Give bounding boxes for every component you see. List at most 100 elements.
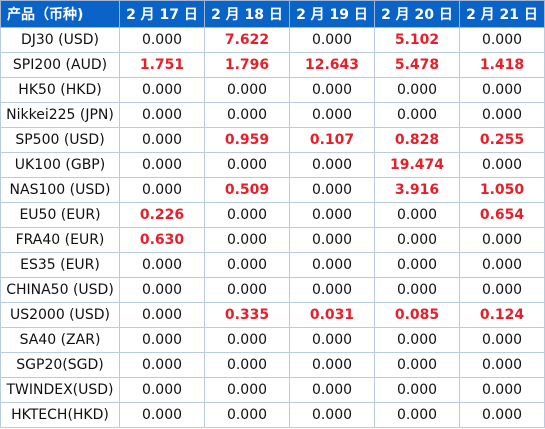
value-cell: 0.000 bbox=[289, 152, 375, 178]
value-cell: 0.000 bbox=[289, 352, 375, 378]
value-cell: 0.000 bbox=[119, 27, 205, 53]
table-row: FRA40 (EUR) 0.630 0.000 0.000 0.000 0.000 bbox=[0, 227, 545, 253]
value-cell: 3.916 bbox=[374, 177, 460, 203]
header-product: 产品（币种) bbox=[0, 0, 120, 28]
value-cell: 0.000 bbox=[119, 327, 205, 353]
product-name: SGP20(SGD) bbox=[0, 352, 120, 378]
value-cell: 0.000 bbox=[289, 377, 375, 403]
value-cell: 0.000 bbox=[459, 402, 545, 428]
table-row: TWINDEX(USD) 0.000 0.000 0.000 0.000 0.000 bbox=[0, 377, 545, 403]
value-cell: 0.000 bbox=[459, 227, 545, 253]
header-date: 2 月 19 日 bbox=[289, 0, 375, 28]
value-cell: 0.335 bbox=[204, 302, 290, 328]
value-cell: 0.000 bbox=[204, 277, 290, 303]
value-cell: 0.000 bbox=[204, 227, 290, 253]
table-row: DJ30 (USD) 0.000 7.622 0.000 5.102 0.000 bbox=[0, 27, 545, 53]
table-row: SPI200 (AUD) 1.751 1.796 12.643 5.478 1.418 bbox=[0, 52, 545, 78]
product-name: NAS100 (USD) bbox=[0, 177, 120, 203]
product-name: US2000 (USD) bbox=[0, 302, 120, 328]
value-cell: 0.124 bbox=[459, 302, 545, 328]
value-cell: 5.478 bbox=[374, 52, 460, 78]
product-name: Nikkei225 (JPN) bbox=[0, 102, 120, 128]
value-cell: 0.654 bbox=[459, 202, 545, 228]
value-cell: 1.050 bbox=[459, 177, 545, 203]
product-name: CHINA50 (USD) bbox=[0, 277, 120, 303]
value-cell: 19.474 bbox=[374, 152, 460, 178]
product-name: FRA40 (EUR) bbox=[0, 227, 120, 253]
value-cell: 7.622 bbox=[204, 27, 290, 53]
value-cell: 0.000 bbox=[459, 102, 545, 128]
value-cell: 1.418 bbox=[459, 52, 545, 78]
table-row: CHINA50 (USD) 0.000 0.000 0.000 0.000 0.000 bbox=[0, 277, 545, 303]
value-cell: 0.000 bbox=[374, 277, 460, 303]
value-cell: 0.000 bbox=[459, 77, 545, 103]
value-cell: 0.000 bbox=[119, 377, 205, 403]
table-row: SGP20(SGD) 0.000 0.000 0.000 0.000 0.000 bbox=[0, 352, 545, 378]
product-name: SP500 (USD) bbox=[0, 127, 120, 153]
value-cell: 0.107 bbox=[289, 127, 375, 153]
value-cell: 0.000 bbox=[374, 202, 460, 228]
product-name: HK50 (HKD) bbox=[0, 77, 120, 103]
value-cell: 0.000 bbox=[119, 127, 205, 153]
value-cell: 0.000 bbox=[374, 402, 460, 428]
product-name: SPI200 (AUD) bbox=[0, 52, 120, 78]
value-cell: 0.000 bbox=[459, 152, 545, 178]
value-cell: 0.000 bbox=[204, 327, 290, 353]
value-cell: 0.959 bbox=[204, 127, 290, 153]
value-cell: 0.000 bbox=[374, 102, 460, 128]
value-cell: 0.828 bbox=[374, 127, 460, 153]
product-name: DJ30 (USD) bbox=[0, 27, 120, 53]
header-date: 2 月 21 日 bbox=[459, 0, 545, 28]
value-cell: 0.000 bbox=[459, 352, 545, 378]
value-cell: 0.000 bbox=[204, 377, 290, 403]
value-cell: 0.000 bbox=[289, 102, 375, 128]
value-cell: 0.000 bbox=[459, 377, 545, 403]
value-cell: 0.000 bbox=[204, 102, 290, 128]
table-row: NAS100 (USD) 0.000 0.509 0.000 3.916 1.050 bbox=[0, 177, 545, 203]
value-cell: 0.000 bbox=[289, 252, 375, 278]
value-cell: 0.000 bbox=[119, 352, 205, 378]
value-cell: 1.751 bbox=[119, 52, 205, 78]
value-cell: 0.000 bbox=[459, 327, 545, 353]
value-cell: 0.000 bbox=[119, 252, 205, 278]
value-cell: 0.000 bbox=[204, 252, 290, 278]
value-cell: 5.102 bbox=[374, 27, 460, 53]
table-row: ES35 (EUR) 0.000 0.000 0.000 0.000 0.000 bbox=[0, 252, 545, 278]
product-name: ES35 (EUR) bbox=[0, 252, 120, 278]
value-cell: 0.000 bbox=[289, 77, 375, 103]
value-cell: 0.000 bbox=[119, 177, 205, 203]
value-cell: 0.000 bbox=[204, 77, 290, 103]
value-cell: 0.000 bbox=[374, 352, 460, 378]
value-cell: 0.000 bbox=[204, 152, 290, 178]
value-cell: 0.000 bbox=[204, 402, 290, 428]
value-cell: 0.085 bbox=[374, 302, 460, 328]
table-row: HK50 (HKD) 0.000 0.000 0.000 0.000 0.000 bbox=[0, 77, 545, 103]
value-cell: 0.000 bbox=[374, 227, 460, 253]
table-row: Nikkei225 (JPN) 0.000 0.000 0.000 0.000 0.000 bbox=[0, 102, 545, 128]
value-cell: 0.000 bbox=[459, 252, 545, 278]
value-cell: 0.000 bbox=[374, 327, 460, 353]
value-cell: 0.226 bbox=[119, 202, 205, 228]
value-cell: 0.000 bbox=[119, 102, 205, 128]
table-row: UK100 (GBP) 0.000 0.000 0.000 19.474 0.000 bbox=[0, 152, 545, 178]
value-cell: 0.000 bbox=[289, 202, 375, 228]
value-cell: 1.796 bbox=[204, 52, 290, 78]
value-cell: 0.630 bbox=[119, 227, 205, 253]
table-row: HKTECH(HKD) 0.000 0.000 0.000 0.000 0.000 bbox=[0, 402, 545, 428]
product-name: EU50 (EUR) bbox=[0, 202, 120, 228]
value-cell: 0.000 bbox=[459, 277, 545, 303]
value-cell: 0.000 bbox=[374, 77, 460, 103]
header-date: 2 月 17 日 bbox=[119, 0, 205, 28]
value-cell: 0.255 bbox=[459, 127, 545, 153]
value-cell: 0.000 bbox=[204, 202, 290, 228]
value-cell: 0.000 bbox=[289, 402, 375, 428]
value-cell: 12.643 bbox=[289, 52, 375, 78]
table-row: SA40 (ZAR) 0.000 0.000 0.000 0.000 0.000 bbox=[0, 327, 545, 353]
table-row: US2000 (USD) 0.000 0.335 0.031 0.085 0.124 bbox=[0, 302, 545, 328]
product-name: UK100 (GBP) bbox=[0, 152, 120, 178]
value-cell: 0.000 bbox=[119, 277, 205, 303]
value-cell: 0.000 bbox=[374, 252, 460, 278]
table-row: EU50 (EUR) 0.226 0.000 0.000 0.000 0.654 bbox=[0, 202, 545, 228]
value-cell: 0.000 bbox=[459, 27, 545, 53]
